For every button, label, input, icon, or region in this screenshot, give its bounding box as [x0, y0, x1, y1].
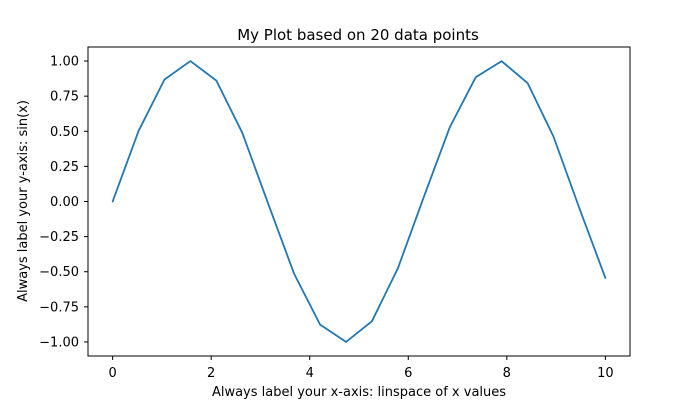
x-axis-ticks: 0 2 4 6 8 10: [108, 356, 614, 381]
y-tick-label: 0.75: [50, 90, 79, 105]
x-tick-label: 6: [404, 366, 412, 381]
y-tick-label: 0.25: [50, 160, 79, 175]
x-tick-label: 0: [108, 366, 116, 381]
x-tick-label: 2: [207, 366, 215, 381]
y-tick-label: 0.50: [50, 125, 79, 140]
x-tick-label: 10: [597, 366, 614, 381]
x-axis-label: Always label your x-axis: linspace of x …: [212, 385, 506, 400]
x-tick-label: 4: [306, 366, 314, 381]
plot-area-frame: [87, 46, 631, 357]
y-tick-label: −0.25: [39, 230, 79, 245]
y-tick-label: −1.00: [39, 335, 79, 350]
y-tick-label: −0.75: [39, 300, 79, 315]
y-axis-ticks: 1.00 0.75 0.50 0.25 0.00 −0.25 −0.50 −0.75 −1.00: [39, 55, 88, 350]
x-tick-label: 8: [503, 366, 511, 381]
chart-title: My Plot based on 20 data points: [237, 26, 479, 44]
y-tick-label: −0.50: [39, 265, 79, 280]
y-axis-label: Always label your y-axis: sin(x): [16, 100, 31, 302]
series-line: [111, 60, 607, 343]
y-tick-label: 1.00: [50, 55, 79, 70]
y-tick-label: 0.00: [50, 195, 79, 210]
